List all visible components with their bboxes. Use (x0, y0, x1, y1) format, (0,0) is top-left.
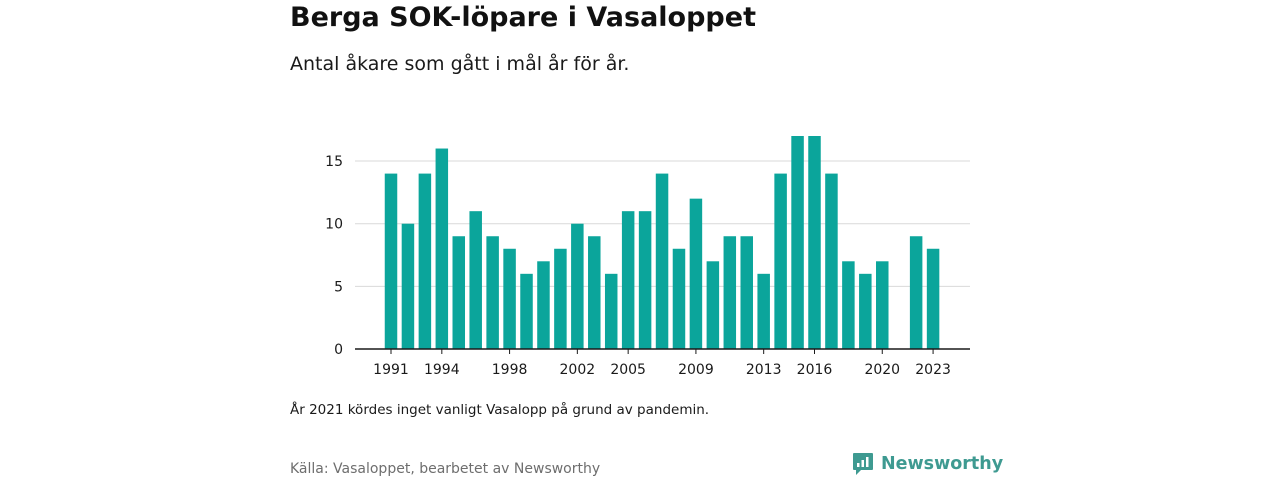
bar-2010 (706, 261, 720, 349)
x-tick-label: 2009 (678, 362, 714, 378)
bar-2011 (723, 236, 737, 349)
bar-1997 (486, 236, 499, 349)
bar-2009 (689, 198, 703, 349)
bar-2001 (554, 248, 567, 349)
bar-2003 (588, 236, 601, 349)
newsworthy-brand[interactable]: Newsworthy (852, 452, 1003, 476)
brand-name: Newsworthy (881, 454, 1004, 474)
bar-2018 (842, 261, 855, 349)
y-tick-label: 5 (334, 279, 343, 295)
x-tick-label: 1998 (492, 362, 528, 378)
bar-2000 (537, 261, 550, 349)
bar-2014 (774, 173, 787, 349)
bar-2006 (638, 211, 652, 349)
x-tick-label: 1991 (373, 362, 409, 378)
bar-2008 (672, 248, 686, 349)
x-tick-label: 2016 (797, 362, 833, 378)
x-tick-label: 2020 (864, 362, 900, 378)
bar-1995 (452, 236, 466, 349)
y-tick-label: 10 (325, 217, 343, 233)
bar-2016 (808, 136, 821, 349)
x-tick-label: 2002 (560, 362, 596, 378)
bar-2002 (571, 223, 584, 349)
bar-1992 (401, 223, 415, 349)
source-credit: Källa: Vasaloppet, bearbetet av Newswort… (290, 461, 601, 477)
bar-1994 (435, 148, 449, 349)
bar-2020 (876, 261, 889, 349)
y-tick-label: 15 (325, 154, 343, 170)
bar-1993 (418, 173, 432, 349)
bar-2012 (740, 236, 753, 349)
bar-2005 (621, 211, 635, 349)
bar-2015 (791, 136, 804, 349)
bar-chart: 0 5 10 15 1991 1994 1998 2002 2005 2009 2013 2016 20… (325, 136, 970, 378)
bars (384, 136, 940, 349)
newsworthy-logo-icon (853, 453, 873, 475)
bar-1999 (520, 273, 533, 349)
y-tick-label: 0 (334, 342, 343, 358)
footnote: År 2021 kördes inget vanligt Vasalopp på… (290, 402, 710, 418)
x-tick-label: 2023 (915, 362, 951, 378)
bar-2017 (825, 173, 838, 349)
x-tick-label: 1994 (424, 362, 460, 378)
bar-1998 (503, 248, 516, 349)
bar-2023 (926, 248, 940, 349)
bar-2019 (859, 273, 872, 349)
axes: 0 5 10 15 1991 1994 1998 2002 2005 2009 2013 2016 20… (325, 154, 970, 378)
bar-2004 (604, 273, 618, 349)
chart-card: Berga SOK-löpare i Vasaloppet Antal åkar… (290, 0, 1003, 480)
bar-1996 (469, 211, 482, 349)
bar-2013 (757, 273, 770, 349)
x-tick-label: 2013 (746, 362, 782, 378)
x-tick-label: 2005 (610, 362, 646, 378)
bar-2007 (655, 173, 669, 349)
chart-subtitle: Antal åkare som gått i mål år för år. (290, 53, 630, 75)
chart-title: Berga SOK-löpare i Vasaloppet (290, 2, 756, 33)
bar-1991 (384, 173, 398, 349)
bar-2022 (909, 236, 923, 349)
